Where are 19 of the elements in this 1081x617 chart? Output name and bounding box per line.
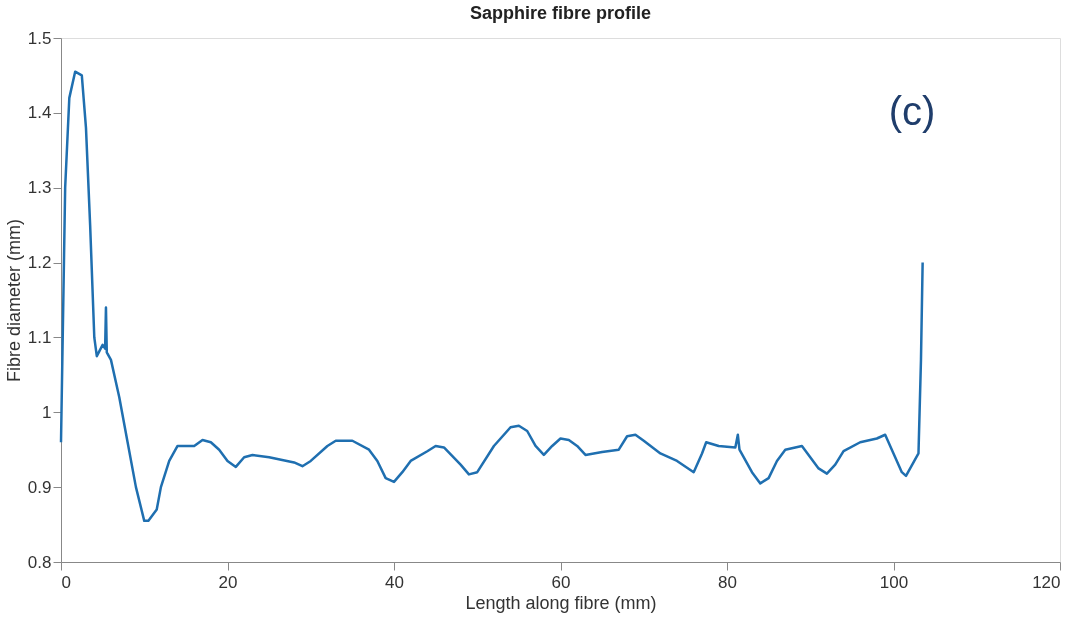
- x-tick-label: 0: [61, 572, 71, 592]
- y-tick-label: 1.1: [27, 327, 52, 347]
- annotation: (c): [888, 89, 936, 133]
- y-tick-label: 1.3: [27, 178, 52, 198]
- y-tick-label: 1.4: [27, 103, 52, 123]
- x-axis-title: Length along fibre (mm): [465, 592, 657, 613]
- x-tick-label: 60: [551, 572, 571, 592]
- chart-title: Sapphire fibre profile: [469, 3, 652, 23]
- y-tick-label: 1.2: [27, 253, 52, 273]
- y-axis-title: Fibre diameter (mm): [3, 218, 24, 383]
- x-tick-label: 20: [218, 572, 238, 592]
- x-tick-label: 120: [1032, 572, 1061, 592]
- x-tick-label: 100: [879, 572, 909, 592]
- y-tick-label: 1: [42, 402, 52, 422]
- y-tick-label: 0.9: [27, 477, 52, 497]
- x-tick-label: 40: [385, 572, 404, 592]
- y-tick-label: 1.5: [27, 28, 52, 48]
- y-tick-label: 0.8: [27, 552, 52, 572]
- x-tick-label: 80: [718, 572, 737, 592]
